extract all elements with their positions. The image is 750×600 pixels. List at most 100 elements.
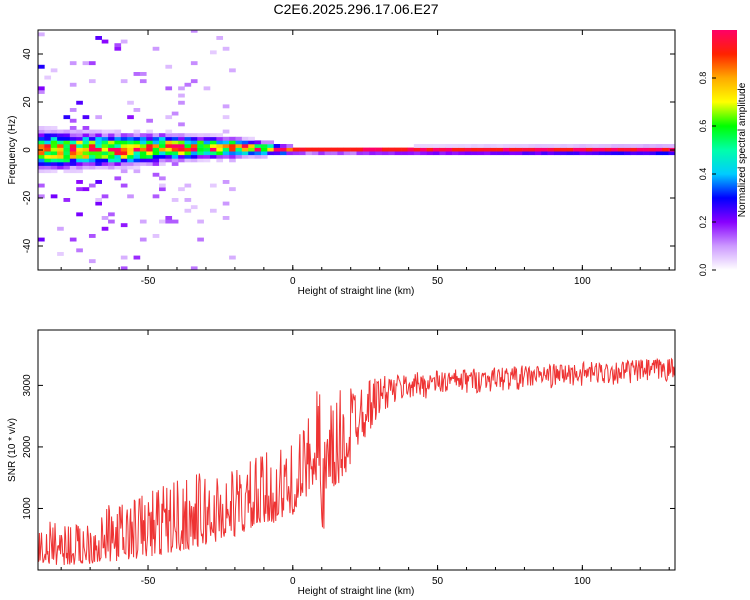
spectrogram-cell: [50, 169, 58, 174]
spectrogram-cell: [356, 151, 364, 156]
spectrogram-cell: [203, 144, 211, 148]
spectrogram-cell: [439, 144, 446, 148]
spectrogram-cell: [190, 133, 198, 138]
spectrogram-cell: [260, 140, 268, 145]
spectrogram-cell: [152, 172, 160, 177]
spectrogram-cell: [375, 147, 383, 152]
spectrogram-cell: [159, 144, 166, 148]
spectrogram-cell: [292, 147, 300, 152]
spectrogram-cell: [197, 144, 204, 148]
spectrogram-cell: [171, 111, 179, 116]
spectrogram-cell: [127, 140, 134, 145]
spectrogram-cell: [63, 158, 71, 163]
spectrogram-cell: [496, 147, 504, 152]
spectrogram-cell: [69, 165, 77, 170]
spectrogram-cell: [95, 36, 102, 40]
spectrogram-cell: [432, 151, 440, 156]
spectrogram-cell: [88, 154, 96, 159]
spectrogram-cell: [547, 151, 555, 156]
spectrogram-cell: [95, 129, 102, 134]
spectrogram-cell: [38, 169, 45, 174]
spectrogram-cell: [420, 147, 427, 152]
spectrogram-cell: [63, 115, 71, 120]
spectrogram-cell: [108, 219, 115, 224]
spectrogram-cell: [407, 147, 415, 152]
spectrogram-cell: [190, 79, 198, 84]
spectrogram-cell: [394, 151, 402, 156]
spectrogram-cell: [541, 144, 548, 148]
spectrogram-ytick-label: -20: [22, 190, 33, 205]
spectrogram-cell: [388, 151, 396, 156]
spectrogram-cell: [592, 147, 599, 152]
spectrogram-cell: [114, 151, 122, 156]
snr-panel: -50 0 50 100 1000 2000 3000 Height of straight…: [7, 329, 676, 597]
spectrogram-cell: [101, 144, 109, 148]
spectrogram-cell: [286, 144, 294, 148]
spectrogram-cell: [197, 136, 204, 141]
figure-title: C2E6.2025.296.17.06.E27: [273, 1, 438, 17]
spectrogram-cell: [88, 61, 96, 66]
spectrogram-cell: [165, 133, 173, 138]
spectrogram-cell: [190, 266, 198, 270]
spectrogram-cell: [203, 86, 211, 91]
spectrogram-cell: [585, 151, 593, 156]
spectrogram-cell: [120, 144, 128, 148]
spectrogram-cell: [159, 176, 166, 181]
spectrogram-cell: [165, 147, 173, 152]
spectrogram-cell: [452, 147, 459, 152]
spectrogram-cell: [178, 86, 185, 91]
colorbar-tick-label: 0.8: [698, 72, 708, 85]
spectrogram-cell: [178, 147, 185, 152]
spectrogram-cell: [662, 144, 669, 148]
spectrogram-cell: [82, 144, 90, 148]
spectrogram-cell: [617, 144, 625, 148]
spectrogram-cell: [171, 136, 179, 141]
spectrogram-cell: [458, 144, 466, 148]
spectrogram-cell: [159, 140, 166, 145]
spectrogram-cell: [82, 158, 90, 163]
spectrogram-cell: [184, 183, 192, 188]
snr-frame: [37, 329, 676, 571]
spectrogram-cell: [101, 39, 109, 44]
spectrogram-cell: [69, 158, 77, 163]
spectrogram-cell: [248, 151, 255, 156]
spectrogram-cell: [171, 198, 179, 202]
spectrogram-cell: [44, 144, 52, 148]
spectrogram-cell: [38, 136, 45, 141]
spectrogram-cell: [248, 144, 255, 148]
spectrogram-cell: [254, 151, 262, 156]
spectrogram-cell: [76, 100, 83, 105]
spectrogram-cell: [88, 259, 96, 264]
spectrogram-cell: [69, 108, 77, 112]
spectrogram-cell: [159, 147, 166, 152]
spectrogram-cell: [44, 75, 52, 80]
spectrogram-cell: [38, 144, 45, 148]
spectrogram-cell: [88, 133, 96, 138]
spectrogram-cell: [133, 108, 141, 112]
spectrogram-cell: [560, 147, 568, 152]
spectrogram-cell: [76, 151, 83, 156]
spectrogram-cell: [235, 136, 243, 141]
spectrogram-cell: [133, 255, 141, 260]
spectrogram-cell: [95, 151, 102, 156]
spectrogram-cell: [190, 140, 198, 145]
spectrogram-cell: [197, 133, 204, 138]
spectrogram-cell: [445, 151, 453, 156]
spectrogram-cell: [69, 154, 77, 159]
spectrogram-cell: [69, 136, 77, 141]
spectrogram-cell: [369, 147, 376, 152]
spectrogram-cell: [133, 147, 141, 152]
spectrogram-cell: [133, 165, 141, 170]
spectrogram-cell: [235, 151, 243, 156]
spectrogram-cell: [139, 154, 147, 159]
spectrogram-cell: [152, 140, 160, 145]
spectrogram-cell: [458, 147, 466, 152]
spectrogram-cell: [229, 154, 236, 159]
spectrogram-cell: [649, 151, 657, 156]
spectrogram-cell: [337, 151, 345, 156]
spectrogram-cell: [203, 136, 211, 141]
spectrogram-cell: [120, 39, 128, 44]
spectrogram-cell: [95, 162, 102, 166]
spectrogram-cell: [57, 136, 64, 141]
spectrogram-cell: [165, 216, 173, 220]
